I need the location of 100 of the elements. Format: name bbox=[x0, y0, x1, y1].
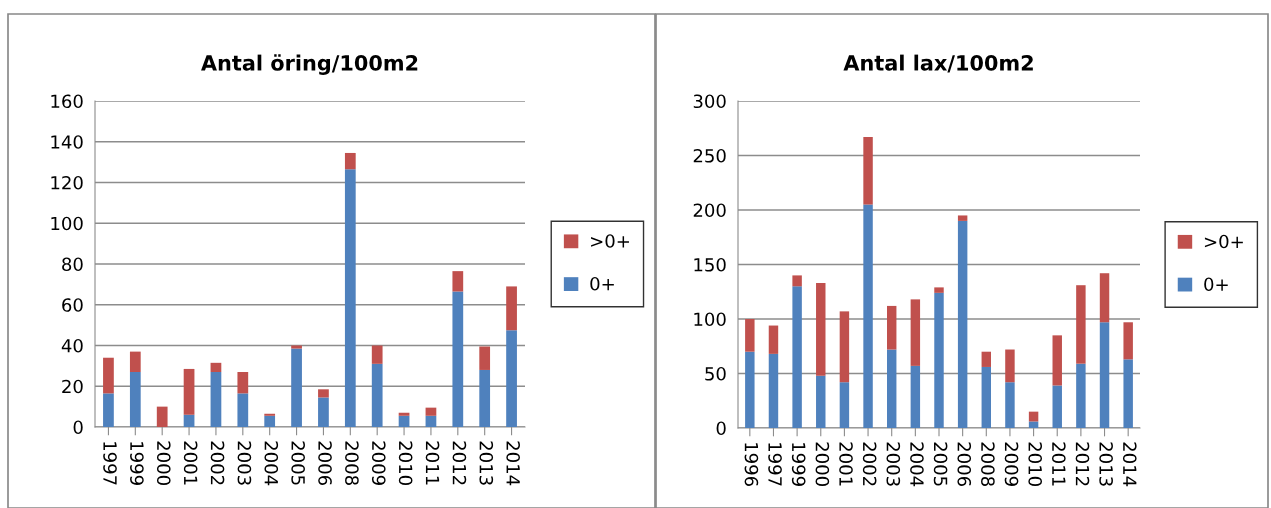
x-tick-label: 2008 bbox=[981, 442, 995, 486]
bar bbox=[768, 353, 779, 428]
bar bbox=[1005, 349, 1015, 383]
bar bbox=[291, 348, 302, 427]
legend-label: >0+ bbox=[591, 234, 629, 248]
bar bbox=[981, 351, 992, 367]
bar bbox=[1076, 285, 1086, 364]
y-tick-label: 160 bbox=[51, 94, 83, 109]
bar bbox=[506, 330, 517, 427]
x-tick-label: 2004 bbox=[264, 441, 279, 486]
bar bbox=[479, 369, 491, 427]
legend-label: 0+ bbox=[1204, 277, 1228, 292]
x-tick-label: 1996 bbox=[744, 443, 759, 487]
bar bbox=[183, 414, 195, 427]
bar bbox=[291, 345, 302, 349]
x-tick-label: 2013 bbox=[1099, 442, 1113, 486]
bar bbox=[264, 413, 276, 416]
x-tick-label: 2000 bbox=[815, 442, 830, 486]
bar bbox=[981, 366, 992, 428]
bar bbox=[210, 371, 222, 427]
x-tick-label: 2010 bbox=[1028, 442, 1043, 486]
y-tick-label: 80 bbox=[62, 257, 83, 272]
y-tick-label: 150 bbox=[694, 257, 726, 272]
y-tick-label: 120 bbox=[51, 175, 83, 190]
bar bbox=[745, 319, 755, 352]
x-tick-label: 2010 bbox=[398, 441, 413, 485]
y-tick-label: 300 bbox=[693, 94, 726, 109]
x-tick-label: 1999 bbox=[130, 442, 144, 485]
bar bbox=[398, 415, 410, 427]
bar bbox=[816, 375, 826, 428]
bar bbox=[1005, 382, 1015, 428]
bar bbox=[264, 415, 276, 427]
y-tick-label: 20 bbox=[62, 379, 83, 394]
x-tick-label: 2013 bbox=[479, 441, 494, 485]
x-tick-label: 2002 bbox=[210, 441, 225, 485]
x-tick-label: 2001 bbox=[839, 442, 853, 486]
bar bbox=[910, 365, 921, 428]
x-tick-label: 2009 bbox=[1004, 442, 1019, 486]
legend-label: 0+ bbox=[590, 276, 614, 291]
bar bbox=[1099, 273, 1110, 323]
bar bbox=[371, 345, 383, 364]
bar bbox=[1052, 385, 1062, 428]
bar bbox=[344, 152, 356, 170]
bar bbox=[129, 371, 141, 427]
bar bbox=[103, 393, 114, 427]
bar bbox=[1076, 363, 1086, 428]
x-tick-label: 2009 bbox=[371, 441, 386, 485]
bar bbox=[1099, 322, 1110, 428]
bar bbox=[210, 362, 222, 372]
x-tick-label: 2004 bbox=[910, 442, 924, 487]
y-tick-label: 250 bbox=[693, 148, 726, 163]
x-tick-label: 2002 bbox=[862, 442, 877, 486]
bar bbox=[425, 407, 437, 416]
bar bbox=[934, 292, 944, 428]
x-tick-label: 1997 bbox=[768, 443, 782, 486]
bar bbox=[886, 349, 897, 428]
bar bbox=[816, 283, 826, 376]
x-tick-label: 2003 bbox=[237, 441, 252, 485]
bar bbox=[237, 371, 249, 394]
x-tick-label: 2008 bbox=[345, 441, 359, 485]
bar bbox=[1052, 335, 1062, 386]
bar bbox=[792, 275, 802, 287]
x-tick-label: 2005 bbox=[291, 441, 305, 485]
x-tick-label: 2003 bbox=[886, 442, 901, 486]
bar bbox=[371, 363, 383, 427]
y-tick-label: 40 bbox=[61, 338, 83, 353]
bar bbox=[839, 382, 850, 428]
x-tick-label: 2014 bbox=[506, 441, 520, 486]
bar bbox=[745, 351, 755, 428]
bar bbox=[1028, 421, 1039, 428]
x-tick-label: 2005 bbox=[933, 442, 948, 486]
bar bbox=[506, 286, 517, 331]
x-tick-label: 1999 bbox=[791, 443, 806, 486]
bar bbox=[452, 271, 464, 292]
x-tick-label: 2001 bbox=[183, 441, 198, 485]
bar bbox=[768, 325, 779, 354]
bar bbox=[103, 357, 114, 394]
x-tick-label: 2006 bbox=[957, 442, 972, 487]
bar bbox=[344, 169, 356, 427]
bar bbox=[318, 397, 329, 427]
x-tick-label: 2006 bbox=[318, 441, 332, 486]
bar bbox=[910, 299, 921, 366]
x-tick-label: 2011 bbox=[1052, 442, 1066, 486]
bar bbox=[1123, 359, 1133, 428]
y-tick-label: 60 bbox=[62, 298, 83, 312]
bar bbox=[957, 215, 968, 221]
bar bbox=[934, 287, 944, 293]
y-tick-label: 0 bbox=[73, 420, 83, 435]
bar bbox=[425, 415, 437, 427]
y-tick-label: 100 bbox=[694, 312, 726, 327]
x-tick-label: 2012 bbox=[452, 441, 467, 485]
y-tick-label: 100 bbox=[51, 216, 83, 231]
legend-label: >0+ bbox=[1204, 234, 1243, 249]
x-tick-label: 2014 bbox=[1122, 442, 1137, 487]
x-tick-label: 2012 bbox=[1075, 442, 1090, 486]
bar bbox=[183, 368, 195, 415]
chart-title: Antal lax/100m2 bbox=[843, 54, 1033, 73]
bar bbox=[886, 305, 897, 350]
bar bbox=[129, 351, 141, 372]
bar bbox=[156, 406, 168, 427]
